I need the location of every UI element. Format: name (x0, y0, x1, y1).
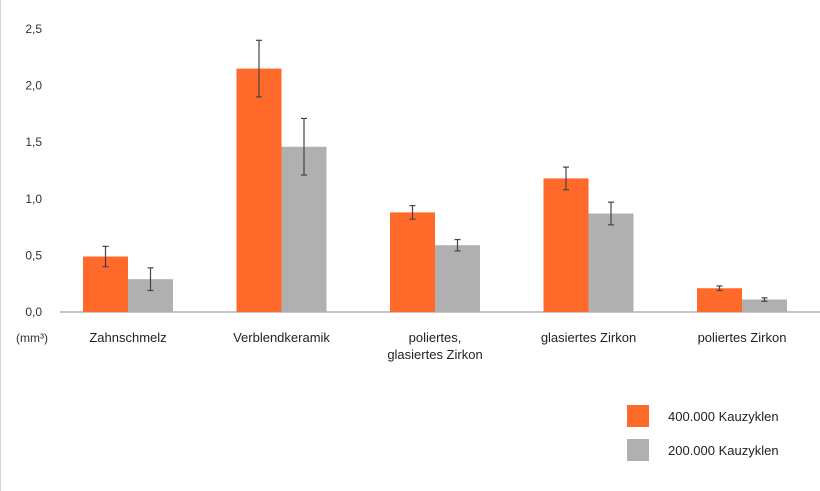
legend-swatch (627, 439, 649, 461)
y-tick-label: 0,5 (25, 248, 42, 262)
bar (435, 245, 480, 312)
category-label: Zahnschmelz (89, 330, 166, 345)
bar (588, 213, 634, 312)
category-label-line: Verblendkeramik (233, 330, 330, 345)
bar (742, 299, 787, 312)
legend-swatch (627, 405, 649, 427)
bar (236, 68, 282, 313)
category-label-line: Zahnschmelz (89, 330, 166, 345)
bars (83, 68, 787, 313)
y-unit-label: (mm³) (16, 331, 48, 345)
category-labels: Zahnschmelz Verblendkeramik poliertes, glas… (89, 330, 786, 362)
bar (543, 178, 589, 312)
error-bars (102, 39, 768, 302)
category-label: poliertes, glasiertes Zirkon (387, 330, 482, 362)
category-label-line: glasiertes Zirkon (541, 330, 636, 345)
category-label: glasiertes Zirkon (541, 330, 636, 345)
y-axis-ticks: 0,0 0,5 1,0 1,5 2,0 2,5 (25, 22, 42, 319)
category-label: Verblendkeramik (233, 330, 330, 345)
legend-label: 400.000 Kauzyklen (668, 409, 779, 424)
y-tick-label: 1,5 (25, 135, 42, 149)
category-label-line: poliertes, (409, 330, 462, 345)
y-tick-label: 2,0 (25, 79, 42, 93)
legend: 400.000 Kauzyklen 200.000 Kauzyklen (627, 405, 779, 461)
category-label-line: poliertes Zirkon (698, 330, 787, 345)
y-tick-label: 2,5 (25, 22, 42, 36)
bar (390, 212, 435, 312)
category-label: poliertes Zirkon (698, 330, 787, 345)
y-tick-label: 0,0 (25, 305, 42, 319)
y-tick-label: 1,0 (25, 192, 42, 206)
left-border (0, 0, 1, 491)
category-label-line: glasiertes Zirkon (387, 347, 482, 362)
legend-label: 200.000 Kauzyklen (668, 443, 779, 458)
bar (697, 288, 742, 312)
